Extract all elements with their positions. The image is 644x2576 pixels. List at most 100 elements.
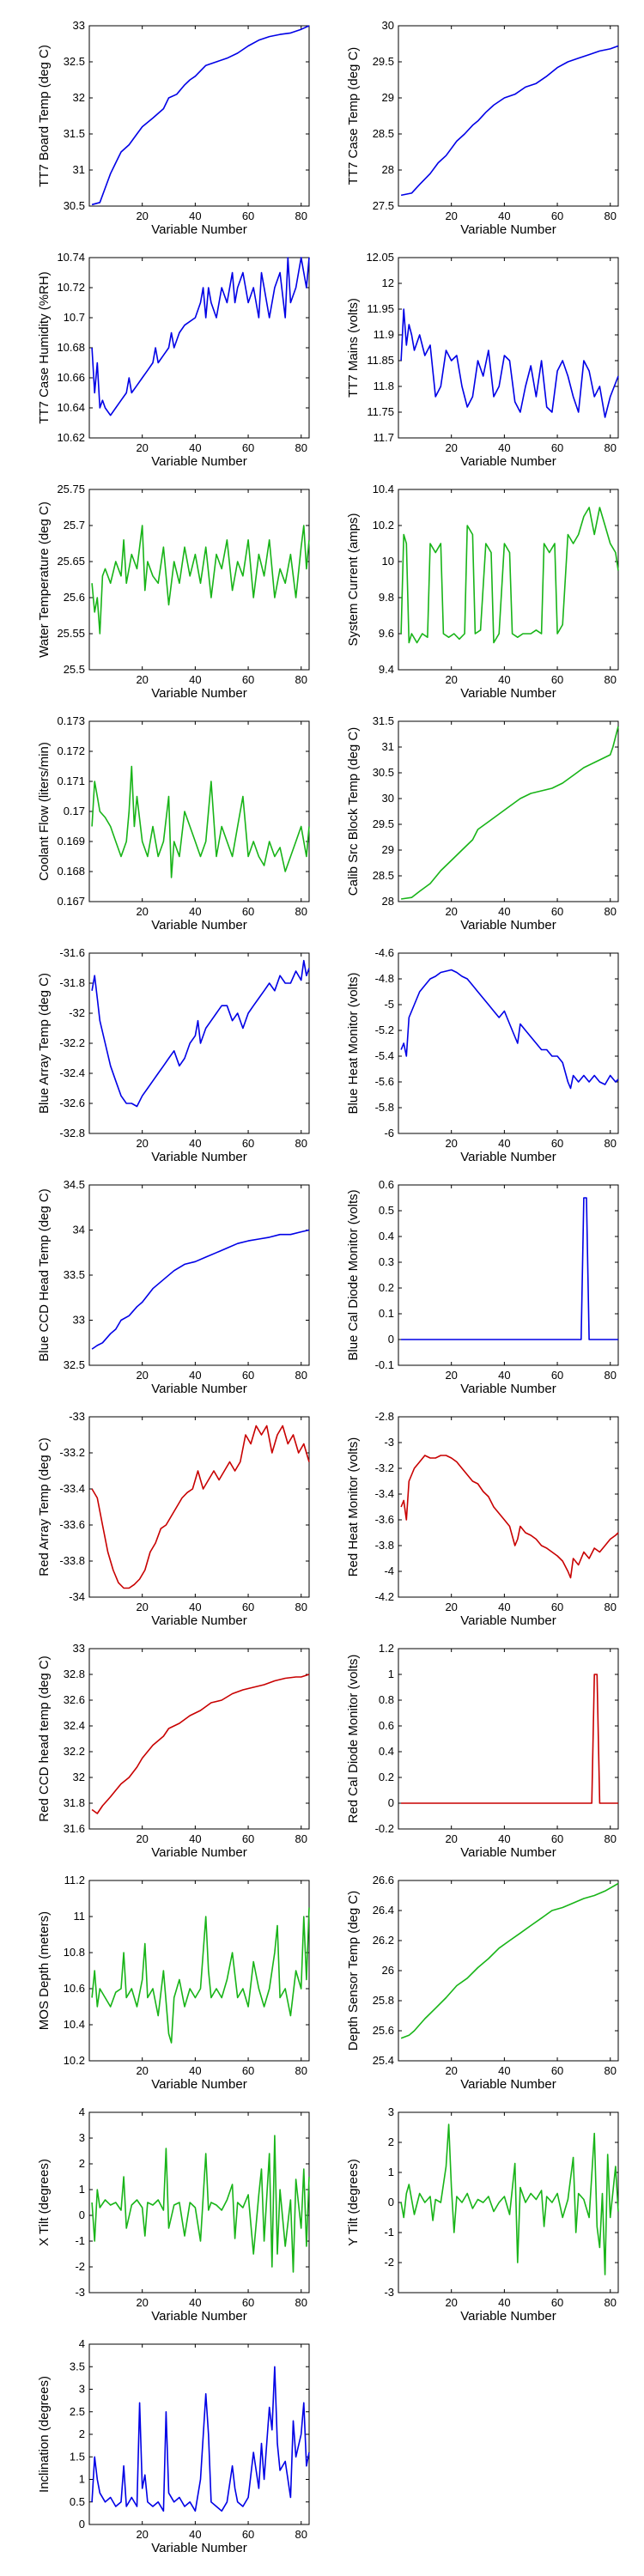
- y-tick-label: -6: [384, 1127, 394, 1139]
- y-axis-label: Calib Src Block Temp (deg C): [346, 727, 361, 896]
- x-tick-label: 40: [498, 441, 510, 454]
- x-tick-label: 60: [551, 673, 563, 686]
- y-tick-label: 0.167: [57, 895, 85, 908]
- x-tick-label: 80: [295, 1137, 307, 1150]
- y-tick-label: 33: [73, 19, 85, 32]
- x-tick-label: 20: [136, 1369, 148, 1382]
- y-tick-label: 30.5: [373, 766, 394, 779]
- x-tick-label: 80: [295, 210, 307, 222]
- y-tick-label: 10.74: [57, 251, 85, 264]
- x-tick-label: 80: [605, 1369, 617, 1382]
- x-tick-label: 80: [295, 2296, 307, 2309]
- y-tick-label: -32.6: [59, 1097, 85, 1109]
- x-axis-label: Variable Number: [460, 918, 556, 933]
- x-tick-label: 40: [498, 2296, 510, 2309]
- y-tick-label: -32.8: [59, 1127, 85, 1139]
- y-tick-label: 0.6: [379, 1178, 394, 1191]
- y-tick-label: 0.8: [379, 1693, 394, 1706]
- y-tick-label: -5: [384, 998, 394, 1011]
- y-tick-label: -3: [384, 2286, 394, 2299]
- chart-tt7-board-temp: 20 40 60 80 30.5 31 31.5 32 32.5 33 Variable Numbe…: [37, 19, 310, 237]
- x-tick-label: 60: [242, 1601, 254, 1613]
- plot-area: [88, 257, 310, 439]
- y-tick-label: 31: [382, 740, 394, 753]
- y-tick-label: 0: [79, 2208, 85, 2221]
- x-axis-label: Variable Number: [460, 686, 556, 701]
- chart-tt7-case-humidity: 20 40 60 80 10.62 10.64 10.66 10.68 10.7 10.72 10.…: [37, 251, 310, 469]
- x-tick-label: 80: [295, 905, 307, 918]
- x-tick-label: 60: [242, 1832, 254, 1845]
- y-tick-label: 0.171: [57, 775, 85, 787]
- chart-inclination: 20 40 60 80 0 0.5 1 1.5 2 2.5 3 3.5 4 Variable Number…: [37, 2337, 310, 2555]
- series-line-system-current: [400, 507, 619, 644]
- y-tick-label: 25.55: [57, 627, 85, 640]
- x-axis-label: Variable Number: [151, 222, 246, 237]
- y-tick-label: 11.75: [367, 405, 394, 418]
- y-tick-label: 0.1: [379, 1307, 394, 1320]
- y-tick-label: 0.2: [379, 1771, 394, 1783]
- y-tick-label: 32.6: [64, 1693, 85, 1706]
- x-tick-label: 80: [295, 1601, 307, 1613]
- y-tick-label: 32.2: [64, 1745, 85, 1758]
- x-tick-label: 20: [445, 441, 457, 454]
- chart-y-tilt: 20 40 60 80 -3 -2 -1 0 1 2 3 Variable Number Y Tilt …: [346, 2105, 619, 2324]
- y-tick-label: 1: [388, 2166, 394, 2178]
- x-tick-label: 20: [445, 1369, 457, 1382]
- y-tick-label: 2: [388, 2136, 394, 2148]
- x-tick-label: 60: [551, 1137, 563, 1150]
- plot-area: [398, 1184, 619, 1366]
- x-tick-label: 60: [551, 2064, 563, 2077]
- y-tick-label: 3.5: [70, 2360, 85, 2372]
- y-tick-label: 10.72: [57, 281, 85, 294]
- series-line-blue-ccd-head-temp: [91, 1229, 310, 1350]
- x-tick-label: 40: [189, 1137, 201, 1150]
- x-tick-label: 40: [189, 441, 201, 454]
- y-tick-label: 30.5: [64, 199, 85, 212]
- y-tick-label: 31.5: [373, 714, 394, 727]
- y-tick-label: 11: [74, 1910, 86, 1923]
- y-tick-label: 32.5: [64, 1358, 85, 1371]
- chart-mos-depth: 20 40 60 80 10.2 10.4 10.6 10.8 11 11.2 Variable N…: [37, 1874, 310, 2092]
- y-tick-label: -33.2: [59, 1446, 85, 1459]
- plot-area: [398, 1416, 619, 1598]
- x-tick-label: 20: [445, 2296, 457, 2309]
- x-tick-label: 40: [498, 1601, 510, 1613]
- y-axis-label: Blue Cal Diode Monitor (volts): [346, 1189, 361, 1360]
- y-tick-label: 10.66: [57, 371, 85, 384]
- y-tick-label: 9.4: [379, 663, 394, 676]
- y-tick-label: 33: [73, 1642, 85, 1655]
- x-tick-label: 60: [551, 1832, 563, 1845]
- x-tick-label: 60: [242, 2296, 254, 2309]
- y-tick-label: 0.4: [379, 1230, 394, 1242]
- y-axis-label: MOS Depth (meters): [37, 1911, 52, 2030]
- y-tick-label: 2.5: [70, 2405, 85, 2418]
- x-axis-label: Variable Number: [460, 2077, 556, 2092]
- y-tick-label: 25.8: [373, 1994, 394, 2007]
- x-tick-label: 80: [605, 673, 617, 686]
- y-tick-label: 1: [79, 2473, 85, 2486]
- y-tick-label: -33.8: [59, 1554, 85, 1567]
- y-tick-label: 9.8: [379, 591, 394, 604]
- y-tick-label: 26.2: [373, 1934, 394, 1947]
- x-tick-label: 60: [551, 1601, 563, 1613]
- x-tick-label: 40: [189, 2064, 201, 2077]
- plot-area: [88, 25, 310, 207]
- y-tick-label: 4: [79, 2337, 85, 2350]
- x-tick-label: 40: [498, 673, 510, 686]
- x-axis-label: Variable Number: [460, 1613, 556, 1628]
- y-tick-label: -33: [69, 1410, 85, 1423]
- plot-area: [398, 952, 619, 1134]
- y-axis-label: System Current (amps): [346, 513, 361, 646]
- x-tick-label: 40: [189, 1369, 201, 1382]
- y-axis-label: Blue Heat Monitor (volts): [346, 972, 361, 1114]
- x-tick-label: 20: [136, 1601, 148, 1613]
- x-tick-label: 20: [136, 210, 148, 222]
- series-line-red-ccd-head-temp: [91, 1674, 310, 1814]
- y-axis-label: TT7 Mains (volts): [346, 298, 361, 398]
- x-tick-label: 80: [295, 1369, 307, 1382]
- x-axis-label: Variable Number: [151, 1613, 246, 1628]
- y-tick-label: 29: [382, 843, 394, 856]
- y-tick-label: -0.2: [375, 1822, 394, 1835]
- x-tick-label: 60: [242, 441, 254, 454]
- y-tick-label: 3: [388, 2105, 394, 2118]
